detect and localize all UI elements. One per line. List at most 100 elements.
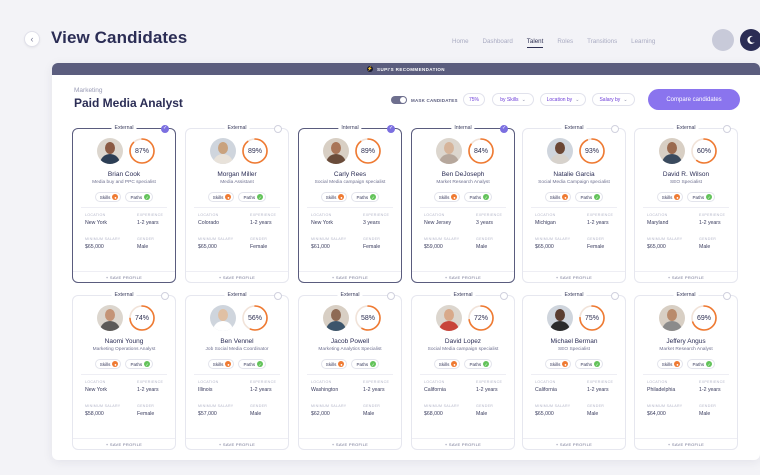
select-checkbox[interactable]	[161, 125, 169, 133]
salary-value: $65,000	[85, 244, 104, 250]
paths-chip[interactable]: Paths ✓	[125, 359, 154, 369]
candidate-card[interactable]: Internal 84% Ben DeJoseph Market Researc…	[411, 125, 515, 283]
skills-chip[interactable]: Skills ●	[656, 359, 684, 369]
paths-chip[interactable]: Paths ✓	[238, 359, 267, 369]
skills-filter[interactable]: by Skills ⌄	[492, 93, 534, 106]
candidate-card[interactable]: External 75% Michael Berman SEO Speciali…	[522, 292, 626, 450]
dark-mode-toggle[interactable]	[740, 29, 760, 51]
paths-chip[interactable]: Paths ✓	[687, 359, 716, 369]
skills-chip[interactable]: Skills ●	[94, 192, 122, 202]
select-checkbox[interactable]	[723, 292, 731, 300]
skills-chip[interactable]: Skills ●	[94, 359, 122, 369]
select-checkbox[interactable]	[274, 125, 282, 133]
candidate-card[interactable]: External 56% Ben Vennel Job Social Media…	[185, 292, 289, 450]
select-checkbox[interactable]	[723, 125, 731, 133]
nav-dashboard[interactable]: Dashboard	[482, 38, 513, 45]
save-profile-button[interactable]: + SAVE PROFILE	[73, 438, 175, 449]
location-label: LOCATION	[311, 380, 332, 384]
select-checkbox[interactable]	[387, 292, 395, 300]
paths-chip[interactable]: Paths ✓	[687, 192, 716, 202]
nav-transitions[interactable]: Transitions	[587, 38, 618, 45]
salary-label: MINIMUM SALARY	[198, 404, 234, 408]
save-profile-button[interactable]: + SAVE PROFILE	[299, 438, 401, 449]
skills-chip[interactable]: Skills ●	[207, 359, 235, 369]
mask-candidates-toggle[interactable]	[391, 96, 407, 104]
candidate-card[interactable]: External 93% Natalie Garcia Social Media…	[522, 125, 626, 283]
info-icon: ●	[674, 194, 681, 200]
skills-chip[interactable]: Skills ●	[320, 359, 348, 369]
salary-filter[interactable]: Salary by ⌄	[592, 93, 635, 106]
threshold-value: 75%	[468, 96, 479, 103]
candidate-card[interactable]: External 69% Jeffery Angus Market Resear…	[634, 292, 738, 450]
save-profile-button[interactable]: + SAVE PROFILE	[73, 271, 175, 282]
save-profile-button[interactable]: + SAVE PROFILE	[523, 438, 625, 449]
compare-candidates-button[interactable]: Compare candidates	[648, 89, 740, 110]
candidate-photo	[323, 305, 349, 331]
candidate-role: Social Media campaign specialist	[427, 347, 499, 352]
save-profile-button[interactable]: + SAVE PROFILE	[299, 271, 401, 282]
candidate-card[interactable]: Internal 89% Carly Rees Social Media cam…	[298, 125, 402, 283]
match-score-ring	[242, 138, 268, 164]
location-filter[interactable]: Location by ⌄	[540, 93, 586, 106]
skills-chip[interactable]: Skills ●	[433, 359, 461, 369]
paths-chip[interactable]: Paths ✓	[464, 192, 493, 202]
candidate-photo	[436, 138, 462, 164]
select-checkbox[interactable]	[274, 292, 282, 300]
candidate-card[interactable]: External 72% David Lopez Social Media ca…	[411, 292, 515, 450]
divider	[420, 207, 506, 208]
save-profile-button[interactable]: + SAVE PROFILE	[412, 438, 514, 449]
source-tag: External	[224, 125, 250, 131]
select-checkbox[interactable]	[611, 125, 619, 133]
save-profile-button[interactable]: + SAVE PROFILE	[635, 271, 737, 282]
chip-row: Skills ● Paths ✓	[523, 359, 625, 369]
candidate-card[interactable]: External 58% Jacob Powell Marketing Anal…	[298, 292, 402, 450]
save-profile-button[interactable]: + SAVE PROFILE	[186, 271, 288, 282]
paths-chip-label: Paths	[692, 361, 705, 367]
candidate-photo	[436, 305, 462, 331]
select-checkbox[interactable]	[387, 125, 395, 133]
candidate-card[interactable]: External 60% David R. Wilson SEO Special…	[634, 125, 738, 283]
paths-chip[interactable]: Paths ✓	[238, 192, 267, 202]
gender-label: GENDER	[587, 404, 605, 408]
paths-chip[interactable]: Paths ✓	[464, 359, 493, 369]
skills-chip[interactable]: Skills ●	[207, 192, 235, 202]
source-tag: External	[337, 292, 363, 298]
candidate-card[interactable]: External 87% Brian Cook Media buy and PP…	[72, 125, 176, 283]
skills-chip[interactable]: Skills ●	[656, 192, 684, 202]
chip-row: Skills ● Paths ✓	[635, 359, 737, 369]
skills-chip[interactable]: Skills ●	[544, 359, 572, 369]
paths-chip[interactable]: Paths ✓	[351, 359, 380, 369]
threshold-filter[interactable]: 75%	[463, 93, 485, 106]
candidate-name: Morgan Miller	[217, 171, 257, 178]
match-score: 89%	[360, 147, 375, 155]
divider	[643, 207, 729, 208]
match-score-ring	[129, 305, 155, 331]
select-checkbox[interactable]	[611, 292, 619, 300]
save-profile-button[interactable]: + SAVE PROFILE	[523, 271, 625, 282]
match-score-ring	[242, 305, 268, 331]
source-tag: External	[111, 125, 137, 131]
select-checkbox[interactable]	[500, 292, 508, 300]
paths-chip[interactable]: Paths ✓	[575, 192, 604, 202]
nav-roles[interactable]: Roles	[557, 38, 574, 45]
candidate-card[interactable]: External 74% Naomi Young Marketing Opera…	[72, 292, 176, 450]
select-checkbox[interactable]	[500, 125, 508, 133]
back-button[interactable]: ‹	[24, 31, 40, 47]
nav-home[interactable]: Home	[452, 38, 469, 45]
skills-chip[interactable]: Skills ●	[433, 192, 461, 202]
user-avatar[interactable]	[712, 29, 734, 51]
nav-talent[interactable]: Talent	[526, 38, 544, 48]
skills-chip[interactable]: Skills ●	[544, 192, 572, 202]
save-profile-button[interactable]: + SAVE PROFILE	[412, 271, 514, 282]
skills-chip[interactable]: Skills ●	[320, 192, 348, 202]
select-checkbox[interactable]	[161, 292, 169, 300]
save-profile-button[interactable]: + SAVE PROFILE	[635, 438, 737, 449]
paths-chip[interactable]: Paths ✓	[575, 359, 604, 369]
candidate-card[interactable]: External 89% Morgan Miller Media Assista…	[185, 125, 289, 283]
save-profile-button[interactable]: + SAVE PROFILE	[186, 438, 288, 449]
check-icon: ✓	[370, 361, 377, 367]
paths-chip[interactable]: Paths ✓	[125, 192, 154, 202]
paths-chip[interactable]: Paths ✓	[351, 192, 380, 202]
nav-learning[interactable]: Learning	[631, 38, 656, 45]
candidate-role: Marketing Operations Analyst	[92, 347, 156, 352]
